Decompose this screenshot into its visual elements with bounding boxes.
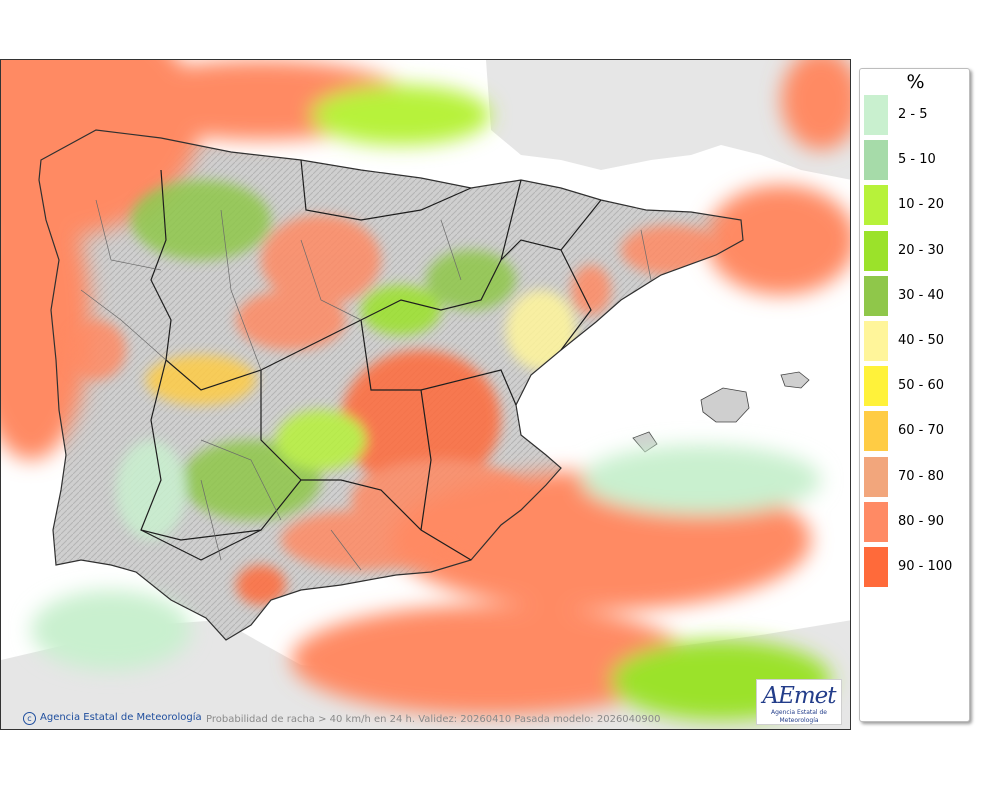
legend-item: 40 - 50 bbox=[864, 321, 968, 361]
copyright-icon: c bbox=[23, 712, 36, 725]
legend-item: 80 - 90 bbox=[864, 501, 968, 542]
legend-item: 90 - 100 bbox=[864, 547, 968, 587]
legend-item: 30 - 40 bbox=[864, 275, 968, 316]
legend: % 2 - 5 5 - 10 10 - 20 20 - 30 30 - 40 40 - 5… bbox=[859, 68, 970, 722]
province-borders bbox=[80, 199, 652, 571]
legend-label: 40 - 50 bbox=[898, 333, 945, 348]
legend-item: 2 - 5 bbox=[864, 95, 968, 135]
legend-swatch bbox=[864, 501, 888, 542]
legend-label: 80 - 90 bbox=[898, 513, 945, 529]
forecast-map[interactable]: c Agencia Estatal de Meteorología Probabi… bbox=[0, 59, 851, 730]
legend-swatch bbox=[864, 95, 888, 135]
legend-swatch bbox=[864, 321, 888, 361]
map-caption: Probabilidad de racha > 40 km/h en 24 h.… bbox=[206, 714, 661, 725]
legend-label: 5 - 10 bbox=[898, 152, 936, 168]
aemet-logo: AEmet Agencia Estatal de Meteorología bbox=[756, 679, 842, 725]
legend-label: 10 - 20 bbox=[898, 197, 945, 213]
ibiza bbox=[632, 431, 658, 453]
legend-item: 20 - 30 bbox=[864, 230, 968, 271]
probability-field-sea bbox=[1, 60, 850, 720]
menorca bbox=[780, 371, 810, 389]
legend-swatch bbox=[864, 230, 888, 271]
legend-swatch bbox=[864, 411, 888, 452]
legend-swatch bbox=[864, 366, 888, 407]
legend-label: 30 - 40 bbox=[898, 287, 945, 303]
legend-item: 5 - 10 bbox=[864, 140, 968, 181]
legend-label: 70 - 80 bbox=[898, 468, 945, 484]
legend-label: 60 - 70 bbox=[898, 423, 945, 439]
aemet-logo-word: AEmet bbox=[762, 683, 836, 709]
legend-title: % bbox=[906, 71, 925, 93]
legend-label: 2 - 5 bbox=[898, 107, 928, 122]
region-borders bbox=[140, 159, 602, 561]
legend-item: 10 - 20 bbox=[864, 185, 968, 226]
legend-label: 90 - 100 bbox=[898, 559, 953, 574]
map-canvas bbox=[1, 60, 850, 729]
legend-label: 20 - 30 bbox=[898, 242, 945, 258]
legend-swatch bbox=[864, 547, 888, 587]
legend-swatch bbox=[864, 140, 888, 181]
probability-field-land bbox=[66, 180, 721, 605]
aemet-logo-name: Agencia Estatal de Meteorología bbox=[770, 709, 827, 724]
france-land bbox=[486, 60, 850, 180]
mallorca bbox=[700, 387, 750, 423]
legend-item: 60 - 70 bbox=[864, 411, 968, 452]
legend-swatch bbox=[864, 275, 888, 316]
copyright-notice: c Agencia Estatal de Meteorología bbox=[23, 712, 202, 725]
legend-swatch bbox=[864, 185, 888, 226]
legend-swatch bbox=[864, 456, 888, 497]
legend-item: 50 - 60 bbox=[864, 366, 968, 407]
copyright-text: Agencia Estatal de Meteorología bbox=[40, 712, 202, 723]
legend-label: 50 - 60 bbox=[898, 378, 945, 394]
legend-item: 70 - 80 bbox=[864, 456, 968, 497]
